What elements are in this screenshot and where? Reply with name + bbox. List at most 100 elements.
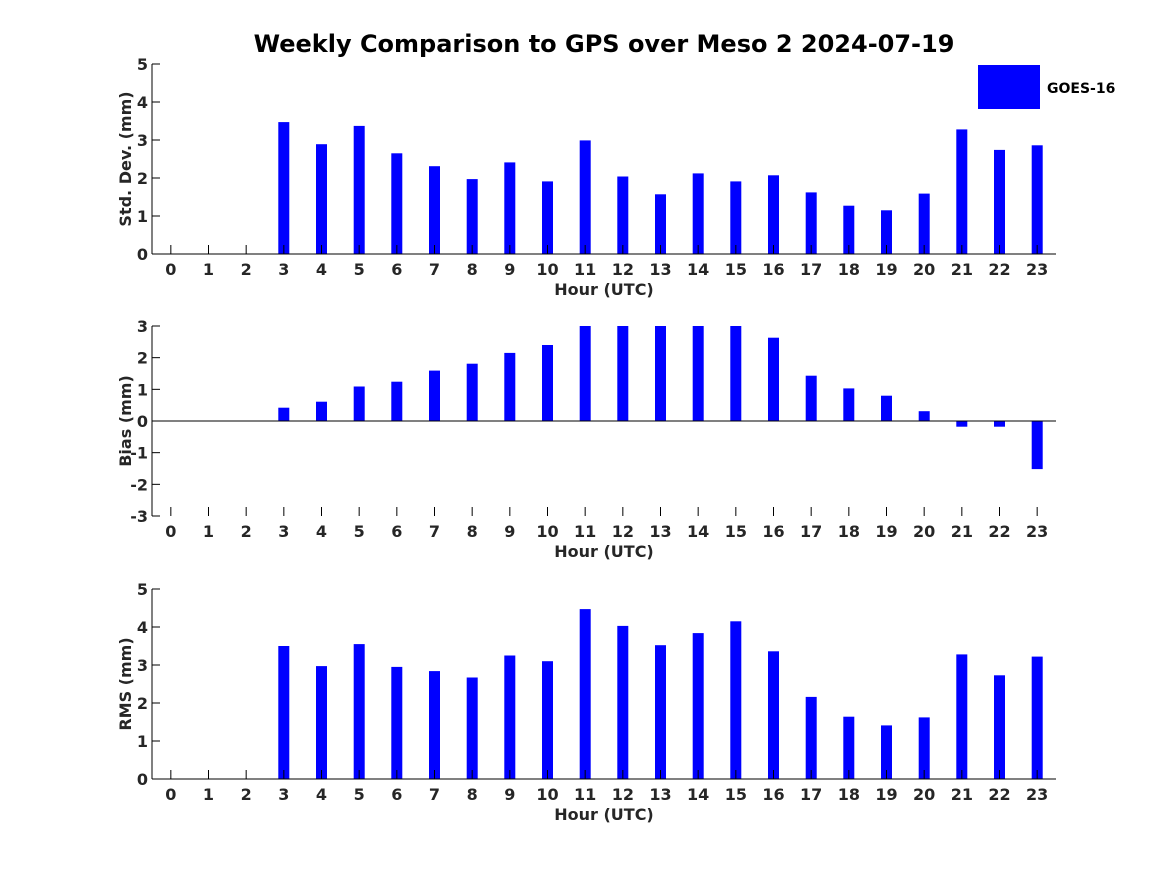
bar-panel3-hour-5 [353,644,365,779]
x-tick-label: 2 [241,785,252,804]
bar-panel3-hour-13 [655,645,666,779]
bar-panel1-hour-17 [805,192,817,254]
x-tick-label: 19 [875,522,897,541]
x-tick-label: 5 [354,260,365,279]
bar-panel2-hour-10 [542,345,553,421]
x-tick-label: 3 [278,785,289,804]
bar-panel2-hour-11 [579,326,591,421]
bar-panel3-hour-9 [504,655,516,779]
x-tick-label: 14 [687,785,709,804]
x-tick-label: 21 [951,260,973,279]
x-tick-label: 16 [762,522,784,541]
y-tick-label: 3 [137,656,148,675]
bar-panel2-hour-14 [692,326,704,421]
x-tick-label: 20 [913,522,935,541]
y-tick-label: 1 [137,207,148,226]
bar-panel2-hour-17 [805,375,817,421]
bar-panel3-hour-8 [466,677,478,779]
bar-panel2-hour-3 [278,407,290,421]
x-tick-label: 0 [165,785,176,804]
bar-panel3-hour-19 [881,725,892,779]
bar-panel3-hour-22 [994,675,1005,779]
bar-panel1-hour-12 [617,176,629,254]
x-tick-label: 6 [391,260,402,279]
x-tick-label: 4 [316,260,327,279]
x-tick-label: 0 [165,260,176,279]
x-tick-label: 5 [354,522,365,541]
bar-panel3-hour-12 [617,625,629,779]
x-tick-label: 11 [574,522,596,541]
x-tick-label: 7 [429,522,440,541]
x-tick-label: 0 [165,522,176,541]
bar-panel1-hour-21 [956,129,968,254]
x-tick-label: 7 [429,260,440,279]
bar-panel1-hour-9 [504,162,516,254]
bar-panel1-hour-8 [466,179,478,254]
bar-panel2-hour-23 [1031,421,1043,470]
legend-label: GOES-16 [1047,81,1115,97]
x-tick-label: 12 [612,260,634,279]
bar-panel1-hour-20 [918,193,930,254]
y-tick-label: 1 [137,380,148,399]
x-tick-label: 18 [838,260,860,279]
x-tick-label: 20 [913,260,935,279]
bar-panel3-hour-14 [692,633,704,779]
x-tick-label: 11 [574,785,596,804]
x-tick-label: 22 [988,522,1010,541]
bar-panel2-hour-4 [316,401,327,421]
bar-panel1-hour-10 [542,181,553,254]
bar-panel3-hour-15 [730,621,742,779]
y-tick-label: 2 [137,349,148,368]
bar-panel1-hour-22 [994,149,1005,254]
bar-panel3-hour-10 [542,661,553,779]
x-tick-label: 21 [951,522,973,541]
x-tick-label: 1 [203,522,214,541]
legend-swatch [978,65,1040,109]
bar-panel2-hour-6 [391,381,403,421]
x-tick-label: 22 [988,260,1010,279]
bar-panel2-hour-16 [768,337,779,421]
x-tick-label: 18 [838,522,860,541]
x-tick-label: 22 [988,785,1010,804]
bar-panel3-hour-7 [429,671,440,779]
chart-title: Weekly Comparison to GPS over Meso 2 202… [254,30,955,58]
x-tick-label: 8 [467,522,478,541]
x-tick-label: 19 [875,785,897,804]
bar-panel3-hour-16 [768,651,779,779]
y-axis-title: Std. Dev. (mm) [116,91,135,226]
y-tick-label: 2 [137,694,148,713]
x-tick-label: 2 [241,260,252,279]
y-tick-label: -3 [130,507,148,526]
bar-panel2-hour-22 [994,421,1005,427]
bar-panel3-hour-11 [579,609,591,779]
x-tick-label: 14 [687,260,709,279]
y-axis-title: Bias (mm) [116,375,135,467]
x-tick-label: 13 [649,785,671,804]
bar-panel3-hour-3 [278,646,290,779]
x-tick-label: 12 [612,522,634,541]
x-axis-title: Hour (UTC) [554,542,654,561]
bar-panel1-hour-3 [278,122,290,254]
bar-panel2-hour-13 [655,326,666,421]
x-tick-label: 9 [504,522,515,541]
legend: GOES-16 [978,65,1115,109]
bar-panel2-hour-20 [918,411,930,421]
x-tick-label: 13 [649,522,671,541]
y-tick-label: 2 [137,169,148,188]
x-tick-label: 17 [800,522,822,541]
x-tick-label: 2 [241,522,252,541]
x-tick-label: 10 [536,522,558,541]
bar-panel1-hour-13 [655,194,666,254]
x-tick-label: 23 [1026,260,1048,279]
x-tick-label: 16 [762,785,784,804]
bar-panel1-hour-16 [768,175,779,254]
x-tick-label: 18 [838,785,860,804]
x-tick-label: 9 [504,260,515,279]
x-tick-label: 15 [725,260,747,279]
bar-panel1-hour-6 [391,153,403,254]
bar-panel2-hour-12 [617,326,629,421]
bar-panel1-hour-11 [579,140,591,254]
x-tick-label: 8 [467,260,478,279]
